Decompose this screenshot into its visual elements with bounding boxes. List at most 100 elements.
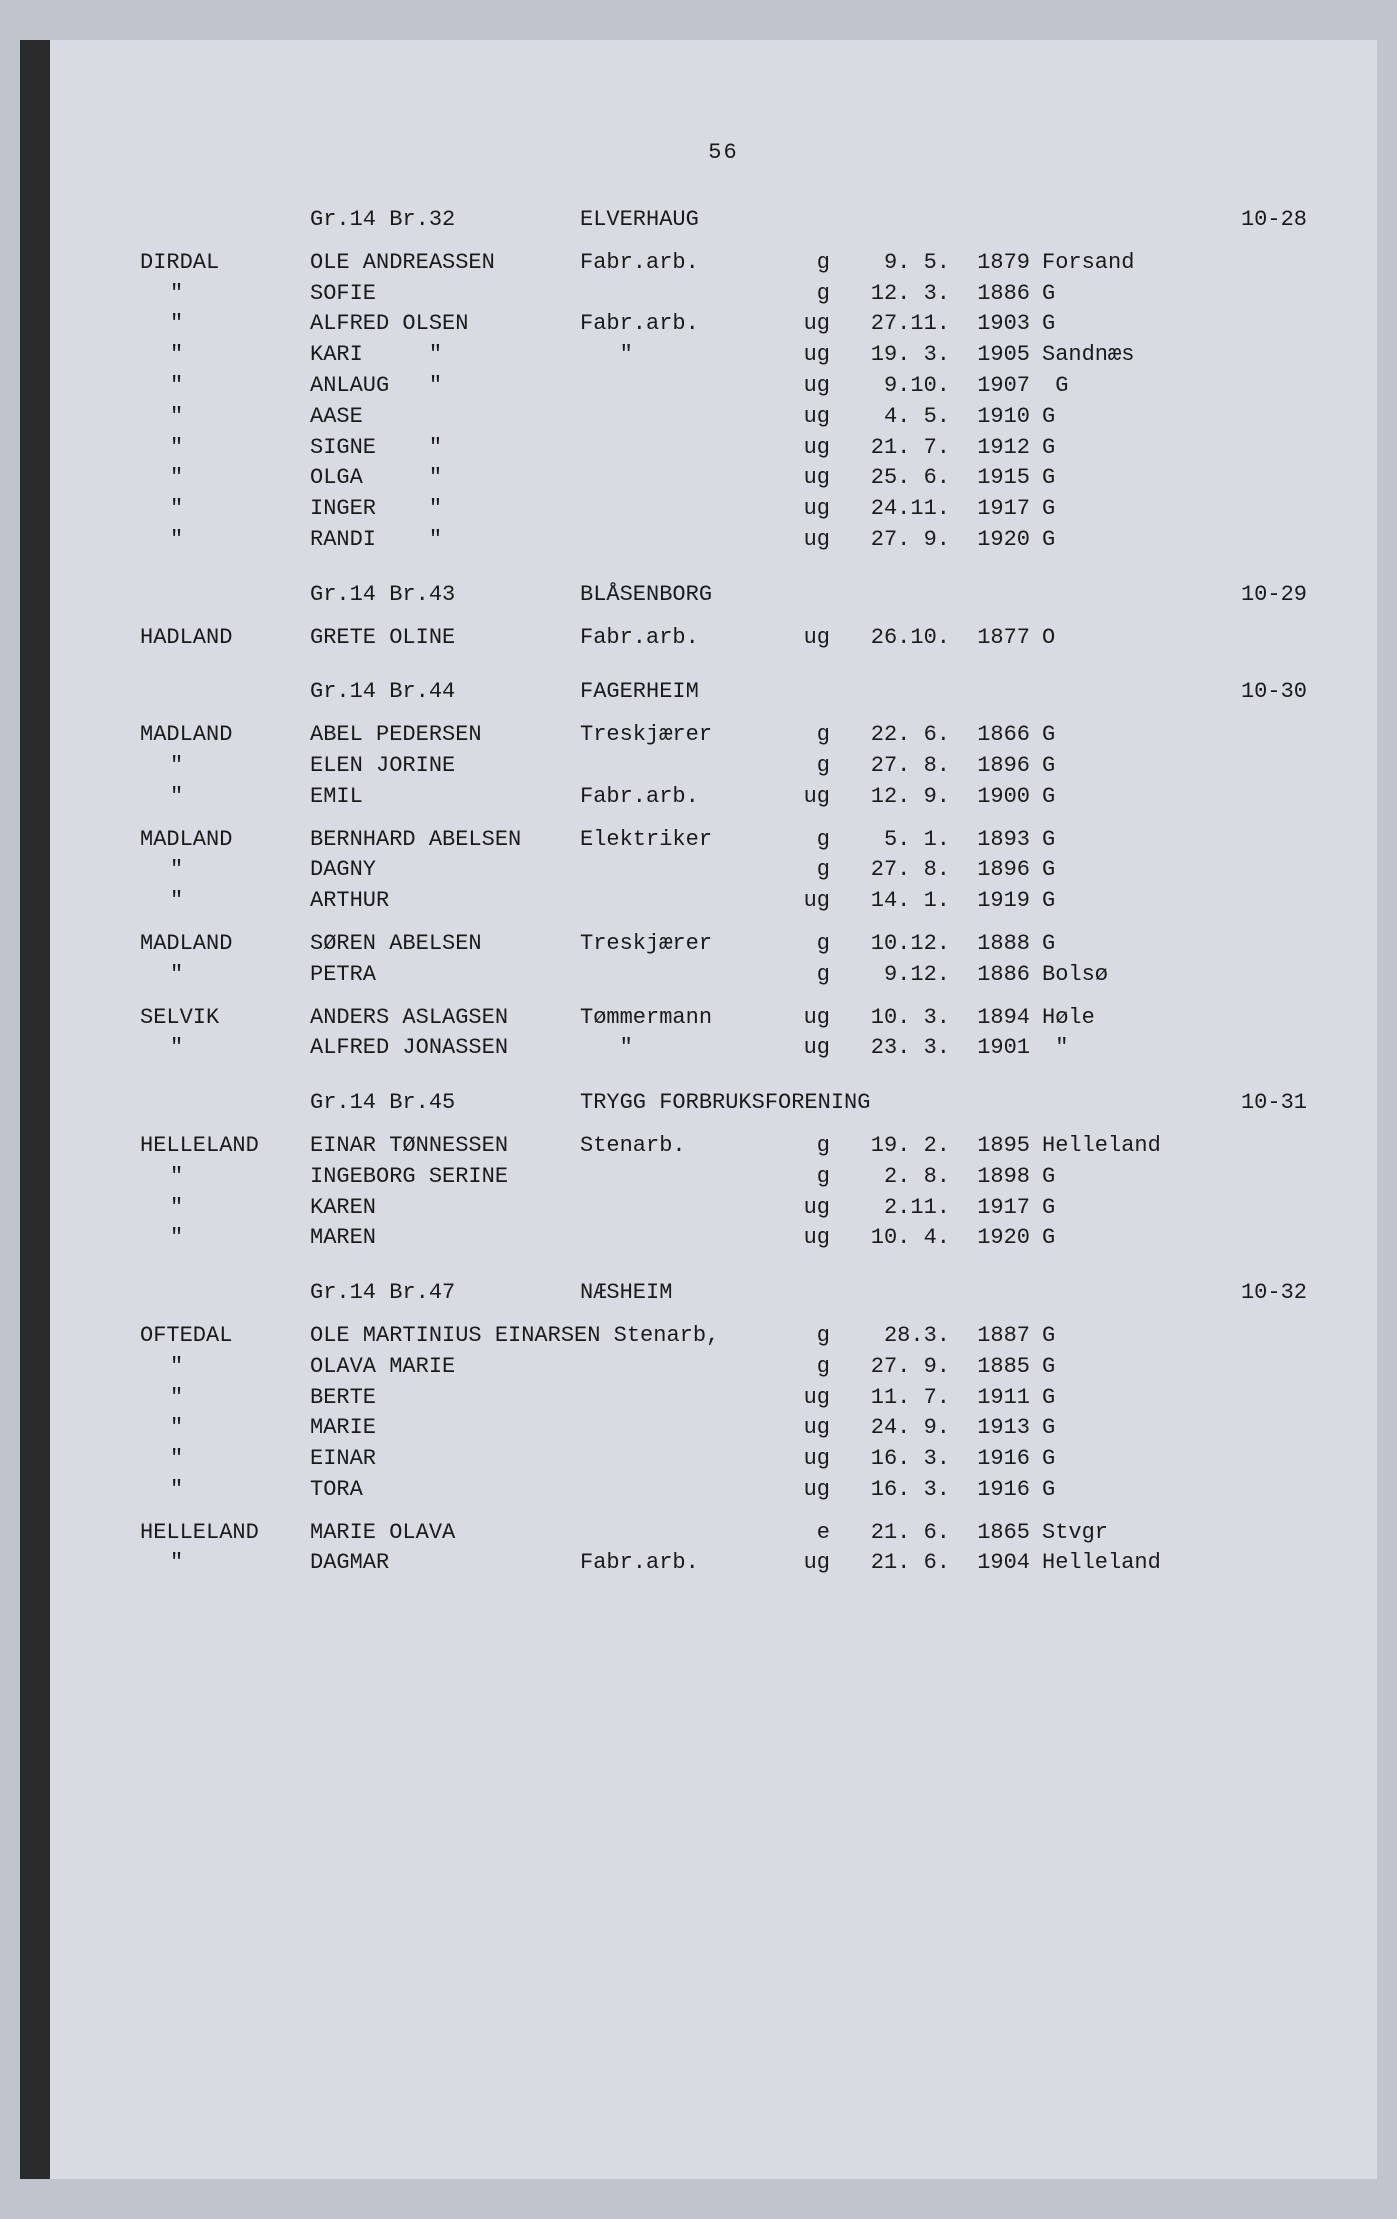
surname: " — [140, 1548, 310, 1579]
marital-status: g — [780, 1352, 830, 1383]
birth-year: 1913 — [950, 1413, 1030, 1444]
surname: HELLELAND — [140, 1518, 310, 1549]
birth-place: G — [1030, 371, 1200, 402]
marital-status: ug — [780, 1548, 830, 1579]
birth-date: 27. 8. — [830, 855, 950, 886]
census-entry-row: SELVIKANDERS ASLAGSENTømmermannug10. 3.1… — [140, 1003, 1307, 1034]
birth-year: 1910 — [950, 402, 1030, 433]
marital-status: ug — [780, 402, 830, 433]
person-name: OLGA " — [310, 463, 580, 494]
marital-status: ug — [780, 494, 830, 525]
census-entry-row: "PETRAg9.12.1886Bolsø — [140, 960, 1307, 991]
occupation — [580, 855, 780, 886]
birth-year: 1893 — [950, 825, 1030, 856]
occupation: Fabr.arb. — [580, 623, 780, 654]
birth-year: 1885 — [950, 1352, 1030, 1383]
surname: " — [140, 371, 310, 402]
person-name: OLE MARTINIUS EINARSEN Stenarb, — [310, 1321, 580, 1352]
birth-year: 1879 — [950, 248, 1030, 279]
occupation — [580, 402, 780, 433]
census-content: Gr.14 Br.32ELVERHAUG10-28DIRDALOLE ANDRE… — [140, 205, 1307, 1579]
birth-place: G — [1030, 1321, 1200, 1352]
census-entry-row: "EMILFabr.arb.ug12. 9.1900G — [140, 782, 1307, 813]
birth-year: 1901 — [950, 1033, 1030, 1064]
birth-place: G — [1030, 1475, 1200, 1506]
occupation: " — [580, 1033, 780, 1064]
birth-date: 27. 9. — [830, 525, 950, 556]
birth-date: 2. 8. — [830, 1162, 950, 1193]
occupation — [580, 1223, 780, 1254]
cadastre-label: Gr.14 Br.44 — [310, 677, 580, 708]
occupation: Stenarb. — [580, 1131, 780, 1162]
birth-place: O — [1030, 623, 1200, 654]
person-name: EINAR — [310, 1444, 580, 1475]
marital-status: g — [780, 720, 830, 751]
marital-status: ug — [780, 1033, 830, 1064]
birth-date: 21. 6. — [830, 1548, 950, 1579]
birth-date: 27. 8. — [830, 751, 950, 782]
birth-date: 19. 2. — [830, 1131, 950, 1162]
person-name: BERTE — [310, 1383, 580, 1414]
birth-date: 12. 9. — [830, 782, 950, 813]
cadastre-label: Gr.14 Br.32 — [310, 205, 580, 236]
marital-status: ug — [780, 1383, 830, 1414]
birth-date: 9.12. — [830, 960, 950, 991]
person-name: DAGNY — [310, 855, 580, 886]
birth-place: G — [1030, 1193, 1200, 1224]
marital-status: e — [780, 1518, 830, 1549]
property-name: TRYGG FORBRUKSFORENING — [580, 1088, 1187, 1119]
birth-year: 1900 — [950, 782, 1030, 813]
occupation: " — [580, 340, 780, 371]
census-entry-row: "ALFRED OLSENFabr.arb.ug27.11.1903G — [140, 309, 1307, 340]
header-spacer — [140, 677, 310, 708]
occupation — [580, 279, 780, 310]
person-name: ANLAUG " — [310, 371, 580, 402]
birth-year: 1916 — [950, 1444, 1030, 1475]
occupation: Treskjærer — [580, 929, 780, 960]
person-name: KAREN — [310, 1193, 580, 1224]
person-name: ARTHUR — [310, 886, 580, 917]
surname: " — [140, 1162, 310, 1193]
marital-status: g — [780, 929, 830, 960]
occupation — [580, 494, 780, 525]
reference-number: 10-32 — [1187, 1278, 1307, 1309]
marital-status: ug — [780, 371, 830, 402]
surname: " — [140, 340, 310, 371]
marital-status: g — [780, 751, 830, 782]
occupation — [580, 463, 780, 494]
person-name: KARI " — [310, 340, 580, 371]
surname: " — [140, 782, 310, 813]
census-entry-row: "KARI " "ug19. 3.1905Sandnæs — [140, 340, 1307, 371]
surname: " — [140, 525, 310, 556]
birth-year: 1919 — [950, 886, 1030, 917]
person-name: EINAR TØNNESSEN — [310, 1131, 580, 1162]
birth-place: G — [1030, 929, 1200, 960]
birth-year: 1886 — [950, 960, 1030, 991]
person-name: AASE — [310, 402, 580, 433]
birth-date: 23. 3. — [830, 1033, 950, 1064]
property-name: ELVERHAUG — [580, 205, 1187, 236]
marital-status: g — [780, 1321, 830, 1352]
surname: " — [140, 1223, 310, 1254]
surname: HADLAND — [140, 623, 310, 654]
person-name: SØREN ABELSEN — [310, 929, 580, 960]
surname: " — [140, 886, 310, 917]
birth-year: 1920 — [950, 525, 1030, 556]
marital-status: g — [780, 1131, 830, 1162]
birth-year: 1865 — [950, 1518, 1030, 1549]
birth-year: 1907 — [950, 371, 1030, 402]
occupation — [580, 1321, 780, 1352]
occupation — [580, 751, 780, 782]
surname: " — [140, 463, 310, 494]
marital-status: g — [780, 279, 830, 310]
person-name: ALFRED JONASSEN — [310, 1033, 580, 1064]
birth-date: 19. 3. — [830, 340, 950, 371]
birth-place: G — [1030, 886, 1200, 917]
birth-place: G — [1030, 751, 1200, 782]
census-entry-row: "KARENug2.11.1917G — [140, 1193, 1307, 1224]
birth-date: 16. 3. — [830, 1444, 950, 1475]
reference-number: 10-30 — [1187, 677, 1307, 708]
surname: " — [140, 751, 310, 782]
birth-year: 1903 — [950, 309, 1030, 340]
census-entry-row: "DAGMARFabr.arb.ug21. 6.1904Helleland — [140, 1548, 1307, 1579]
